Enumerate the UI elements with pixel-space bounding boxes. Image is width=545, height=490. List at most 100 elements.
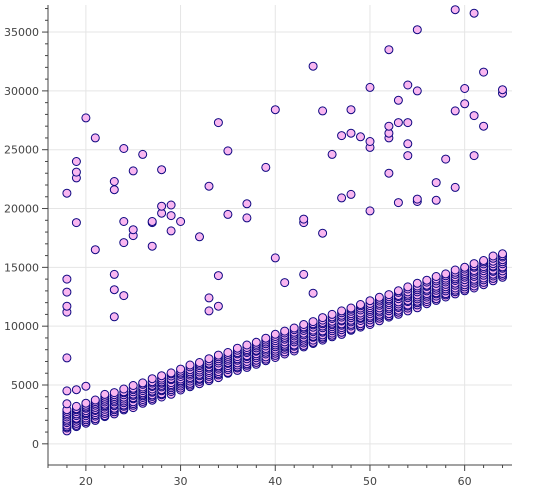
data-point — [119, 217, 129, 226]
data-point — [431, 195, 441, 205]
data-point — [393, 95, 403, 105]
data-point — [213, 301, 223, 311]
data-point — [469, 8, 479, 18]
data-point — [460, 84, 470, 93]
data-point — [327, 149, 337, 159]
data-point — [147, 241, 157, 251]
data-point — [157, 371, 167, 381]
data-point — [195, 232, 204, 242]
data-point — [147, 374, 157, 384]
data-point — [299, 320, 309, 329]
data-point — [469, 111, 479, 121]
data-point — [365, 296, 375, 306]
data-point — [71, 385, 81, 395]
data-point — [450, 5, 460, 15]
x-tick-label: 40 — [268, 475, 282, 488]
data-point — [450, 182, 460, 192]
data-point — [384, 168, 394, 178]
data-point — [242, 340, 252, 350]
data-point — [318, 106, 328, 116]
data-point — [90, 245, 100, 255]
data-point — [441, 269, 451, 279]
data-point — [412, 194, 422, 204]
data-point — [488, 251, 498, 261]
data-point — [109, 269, 119, 279]
x-tick-label: 60 — [458, 475, 472, 488]
data-point — [157, 201, 167, 211]
y-tick-label: 0 — [32, 438, 39, 451]
data-point — [450, 106, 460, 116]
data-point — [109, 312, 119, 322]
data-point — [242, 199, 252, 209]
data-point — [119, 384, 129, 394]
data-point — [403, 118, 413, 128]
data-point — [365, 206, 375, 216]
data-point — [327, 309, 337, 319]
data-point — [119, 238, 129, 248]
data-point — [403, 282, 413, 292]
data-point — [346, 105, 356, 115]
data-point — [128, 166, 138, 176]
data-point — [81, 113, 91, 123]
y-tick-label: 25000 — [4, 144, 39, 157]
y-tick-label: 15000 — [4, 261, 39, 274]
data-point — [62, 386, 72, 396]
data-point — [242, 213, 252, 223]
data-point — [185, 360, 195, 370]
data-point — [81, 398, 91, 408]
data-point — [251, 337, 261, 347]
data-point — [318, 228, 328, 238]
data-point — [422, 275, 432, 285]
data-point — [147, 217, 157, 226]
data-point — [62, 301, 72, 311]
y-tick-label: 30000 — [4, 85, 39, 98]
data-point — [109, 185, 119, 195]
data-point — [356, 300, 365, 309]
data-points — [62, 5, 507, 436]
data-point — [460, 99, 470, 109]
data-point — [62, 399, 72, 409]
data-point — [393, 286, 403, 296]
data-point — [384, 290, 394, 300]
data-point — [176, 217, 186, 226]
data-point — [498, 249, 507, 259]
data-point — [128, 381, 138, 390]
data-point — [280, 326, 290, 336]
data-point — [299, 214, 309, 224]
data-point — [109, 285, 119, 295]
data-point — [166, 200, 176, 210]
data-point — [119, 144, 129, 153]
data-point — [81, 381, 91, 391]
x-tick-label: 50 — [363, 475, 377, 488]
data-point — [204, 181, 214, 191]
data-point — [469, 259, 479, 269]
data-point — [223, 348, 233, 357]
data-point — [176, 364, 186, 374]
axes: 20 30 40 50 60 0 5000 10000 15000 20000 25000 30000… — [4, 5, 512, 488]
y-tick-label: 20000 — [4, 203, 39, 216]
data-point — [204, 354, 214, 364]
data-point — [213, 271, 223, 281]
data-point — [412, 25, 422, 35]
data-point — [128, 225, 138, 235]
data-point — [166, 211, 176, 221]
data-point — [460, 262, 470, 272]
data-point — [431, 272, 441, 281]
data-point — [223, 146, 233, 156]
data-point — [346, 303, 356, 313]
data-point — [71, 167, 81, 177]
data-point — [232, 343, 242, 353]
data-point — [337, 306, 347, 316]
data-point — [71, 157, 81, 166]
data-point — [393, 198, 403, 208]
data-point — [412, 278, 422, 288]
data-point — [204, 306, 214, 316]
x-tick-label: 20 — [79, 475, 93, 488]
data-point — [346, 189, 356, 199]
data-point — [289, 323, 299, 333]
x-tick-label: 30 — [174, 475, 188, 488]
y-tick-label: 35000 — [4, 26, 39, 39]
data-point — [393, 118, 403, 128]
data-point — [100, 389, 110, 399]
data-point — [384, 45, 394, 55]
